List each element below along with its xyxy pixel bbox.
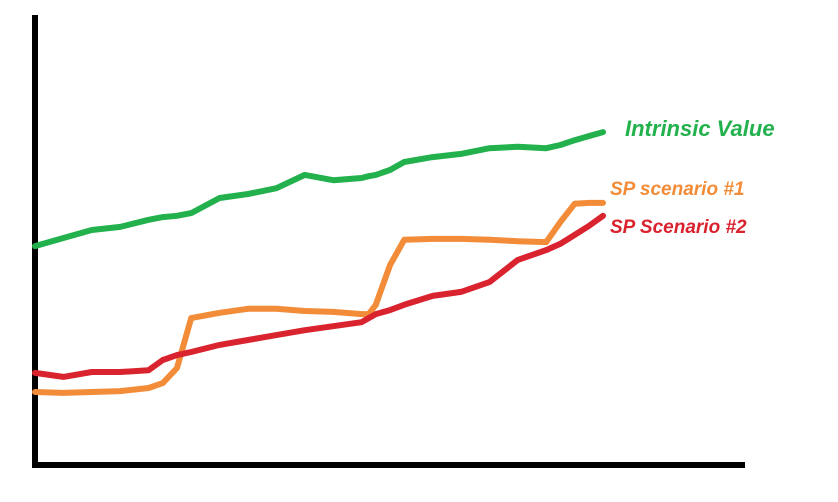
series-label: SP scenario #1 (610, 179, 744, 200)
series-line (32, 212, 606, 380)
series-label: SP Scenario #2 (610, 217, 747, 238)
series-line (32, 129, 606, 250)
series-label: Intrinsic Value (625, 116, 775, 141)
series-line (32, 199, 606, 396)
